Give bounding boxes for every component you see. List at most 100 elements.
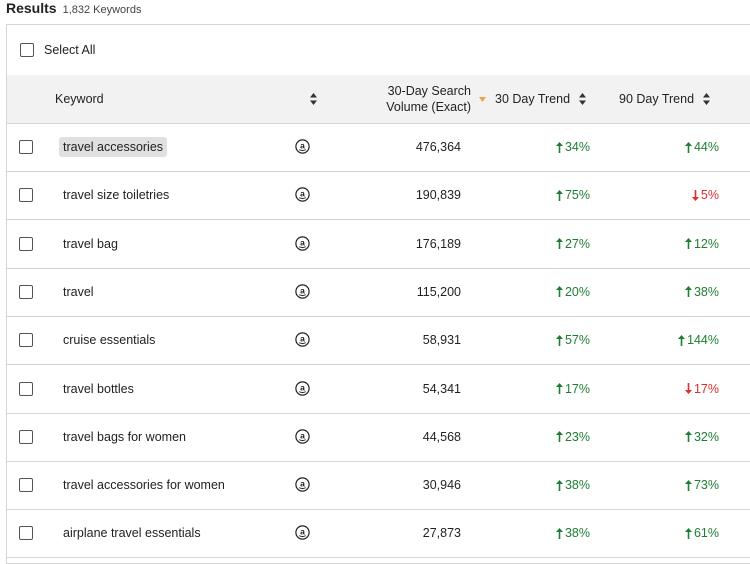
search-volume-value: 190,839 [415,188,461,203]
keyword-text[interactable]: travel accessories for women [63,478,225,493]
trend90-cell: 44% [627,123,719,171]
keyword-cell[interactable]: travel size toiletries [59,171,259,219]
search-volume-cell: 27,873 [337,509,461,557]
trend-up-arrow-icon [555,189,565,201]
search-volume-cell: 54,341 [337,365,461,413]
results-count: 1,832 Keywords [62,4,142,16]
amazon-icon[interactable]: a [295,429,310,449]
keyword-cell[interactable]: travel bags for women [59,413,259,461]
svg-text:a: a [300,527,305,537]
trend-down-arrow-icon [691,189,701,201]
amazon-icon[interactable]: a [295,477,310,497]
keyword-cell[interactable]: travel accessories [59,123,259,171]
search-volume-cell: 115,200 [337,268,461,316]
amazon-icon[interactable]: a [295,525,310,545]
keyword-text[interactable]: travel bags for women [63,429,186,444]
trend30-cell: 34% [507,123,590,171]
column-header-keyword-label: Keyword [55,92,104,106]
trend-up-arrow-icon [684,238,694,250]
search-volume-cell: 58,931 [337,316,461,364]
keyword-cell[interactable]: cruise essentials [59,316,259,364]
amazon-icon[interactable]: a [295,284,310,304]
trend-up-arrow-icon [555,527,565,539]
trend-up-arrow-icon [684,431,694,443]
svg-text:a: a [300,382,305,392]
trend90-cell: 61% [627,509,719,557]
svg-text:a: a [300,285,305,295]
table-row: travel size toiletries a 190,839 75% 5% [7,171,750,221]
search-volume-value: 27,873 [422,526,461,541]
svg-text:a: a [300,189,305,199]
keyword-table: Select All Keyword 30-Day Search Volume … [6,24,750,564]
sort-icon[interactable] [702,93,710,105]
svg-text:a: a [300,478,305,488]
keyword-text[interactable]: travel size toiletries [63,188,170,203]
column-header-trend90[interactable]: 90 Day Trend [619,75,729,123]
table-row: cruise essentials a 58,931 57% 144% [7,316,750,366]
search-volume-value: 30,946 [422,478,461,493]
table-row: travel a 115,200 20% 38% [7,268,750,317]
row-checkbox[interactable] [19,526,33,541]
select-all-checkbox[interactable] [20,43,34,57]
trend-down-arrow-icon [684,383,694,394]
trend30-cell: 75% [507,171,590,219]
keyword-text[interactable]: travel bag [63,236,118,251]
trend-up-arrow-icon [555,286,565,298]
table-row: travel bag a 176,189 27% 12% [7,220,750,269]
trend-up-arrow-icon [684,527,694,539]
trend30-cell: 38% [507,461,590,509]
sort-descending-icon[interactable] [479,96,487,102]
select-all-label: Select All [44,43,96,57]
row-checkbox[interactable] [19,429,33,444]
results-header: Results 1,832 Keywords [6,0,141,18]
row-checkbox[interactable] [19,478,33,493]
row-checkbox[interactable] [19,381,33,396]
svg-text:a: a [300,334,305,344]
keyword-cell[interactable]: travel bag [59,220,259,268]
trend90-cell: 144% [627,316,719,364]
amazon-icon[interactable]: a [295,380,310,401]
keyword-text[interactable]: travel [63,284,94,299]
sort-icon[interactable] [578,93,586,105]
column-header-keyword[interactable]: Keyword [55,75,104,123]
row-checkbox[interactable] [19,140,33,154]
row-checkbox[interactable] [19,188,33,203]
trend-up-arrow-icon [678,334,687,346]
keyword-text[interactable]: travel accessories [59,137,168,157]
keyword-cell[interactable]: travel accessories for women [59,461,259,509]
search-volume-value: 115,200 [416,284,461,299]
trend30-cell: 27% [507,220,590,268]
row-checkbox[interactable] [19,333,33,348]
sort-keyword-button[interactable] [301,75,317,123]
trend90-cell: 73% [627,461,719,509]
amazon-icon[interactable]: a [295,332,310,352]
search-volume-cell: 176,189 [337,220,461,268]
trend90-value: 5% [700,188,719,203]
table-row: travel accessories a 476,364 34% 44% [7,123,750,172]
keyword-cell[interactable]: travel bottles [59,365,259,413]
trend30-value: 23% [564,429,590,444]
trend-up-arrow-icon [555,431,565,443]
select-all-row: Select All [7,25,750,76]
svg-text:a: a [300,237,305,247]
sort-icon [309,93,317,105]
amazon-icon[interactable]: a [295,235,310,256]
keyword-cell[interactable]: travel [59,268,259,316]
trend90-value: 12% [693,236,719,251]
row-checkbox[interactable] [19,284,33,299]
column-header-volume[interactable]: 30-Day Search Volume (Exact) [337,75,487,123]
keyword-cell[interactable]: airplane travel essentials [59,509,259,557]
keyword-text[interactable]: cruise essentials [63,333,156,348]
keyword-text[interactable]: airplane travel essentials [63,526,201,541]
keyword-text[interactable]: travel bottles [63,381,134,396]
amazon-icon[interactable]: a [295,139,310,159]
amazon-icon[interactable]: a [295,187,310,207]
trend30-value: 34% [564,140,590,154]
trend90-value: 44% [693,140,719,154]
trend30-value: 57% [564,333,590,348]
row-checkbox[interactable] [19,236,33,251]
trend30-cell: 38% [507,509,590,557]
search-volume-value: 476,364 [415,140,461,154]
column-header-volume-line2: Volume (Exact) [386,100,471,114]
column-header-trend30[interactable]: 30 Day Trend [495,75,595,123]
